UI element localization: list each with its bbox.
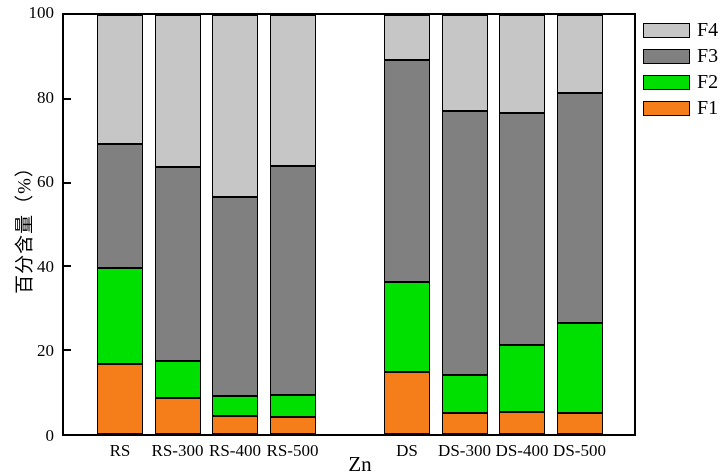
bar-DS-segment-F2 [384,282,430,373]
legend-item-F1: F1 [643,97,719,119]
y-tick-mark [64,97,71,100]
bar-RS-segment-F4 [97,15,143,145]
y-tick-mark [64,181,71,184]
bar-RS-500-segment-F2 [269,395,316,418]
bar-RS-segment-F3 [97,144,143,269]
bar-RS-300-segment-F1 [154,398,201,434]
legend-label-F4: F4 [697,19,719,41]
y-tick-label: 0 [45,426,55,445]
y-tick-mark [64,265,71,268]
y-tick-label: 40 [37,256,54,276]
legend-swatch-F2 [643,74,690,90]
y-tick-label: 100 [28,3,55,22]
bar-DS-500 [556,15,603,434]
bar-DS-500-segment-F3 [556,93,603,324]
bar-DS-500-segment-F2 [556,323,603,414]
bar-DS [384,15,430,434]
legend-label-F3: F3 [697,45,719,67]
legend: F4 F3 F2 F1 [643,19,719,126]
legend-item-F4: F4 [643,19,719,41]
x-category-label-RS-300: RS-300 [151,441,204,460]
x-category-label-DS-500: DS-500 [553,441,606,460]
bar-DS-500-segment-F1 [556,413,603,434]
bar-DS-300-segment-F2 [441,374,488,414]
bar-RS-300 [154,15,201,434]
bar-DS-300-segment-F4 [441,15,488,111]
x-axis-title: Zn [348,452,372,476]
y-axis-title: 百分含量（%） [14,157,36,294]
bar-RS-400-segment-F3 [212,196,258,397]
y-tick-label: 80 [37,87,54,107]
x-category-label-DS-300: DS-300 [438,441,491,460]
bar-DS-300-segment-F1 [441,413,488,434]
x-category-label-RS-400: RS-400 [209,441,261,460]
bar-DS-segment-F1 [384,372,430,434]
y-tick-mark [64,349,71,352]
bar-DS-segment-F4 [384,15,430,61]
x-category-label-DS-400: DS-400 [495,441,549,460]
legend-swatch-F4 [643,22,690,38]
bar-RS-300-segment-F3 [154,167,201,362]
legend-label-F1: F1 [697,97,719,119]
bar-RS [97,15,143,434]
bar-DS-400-segment-F3 [499,112,545,346]
bar-RS-400-segment-F1 [212,416,258,434]
bar-RS-400-segment-F2 [212,396,258,417]
bar-RS-500-segment-F4 [269,15,316,166]
bar-RS-300-segment-F2 [154,361,201,399]
y-tick-label: 20 [37,341,54,361]
x-category-label-RS-500: RS-500 [266,441,319,460]
bar-RS-500-segment-F1 [269,417,316,434]
bar-DS-segment-F3 [384,60,430,283]
bar-DS-300 [441,15,488,434]
legend-swatch-F1 [643,100,690,116]
x-category-label-RS: RS [109,441,131,460]
y-tick-label: 60 [37,172,54,192]
bar-RS-segment-F1 [97,363,143,434]
legend-label-F2: F2 [697,71,719,93]
bar-RS-400 [212,15,258,434]
bar-DS-400-segment-F4 [499,15,545,113]
bar-RS-500 [269,15,316,434]
bar-DS-400 [499,15,545,434]
legend-item-F2: F2 [643,71,719,93]
legend-swatch-F3 [643,48,690,64]
plot-area [62,13,636,436]
bar-DS-400-segment-F2 [499,345,545,412]
x-category-label-DS: DS [396,441,418,460]
bar-DS-500-segment-F4 [556,15,603,94]
bar-DS-300-segment-F3 [441,110,488,375]
bar-RS-500-segment-F3 [269,165,316,396]
bar-RS-400-segment-F4 [212,15,258,197]
bar-RS-300-segment-F4 [154,15,201,168]
bar-RS-segment-F2 [97,268,143,364]
bar-DS-400-segment-F1 [499,411,545,434]
legend-item-F3: F3 [643,45,719,67]
